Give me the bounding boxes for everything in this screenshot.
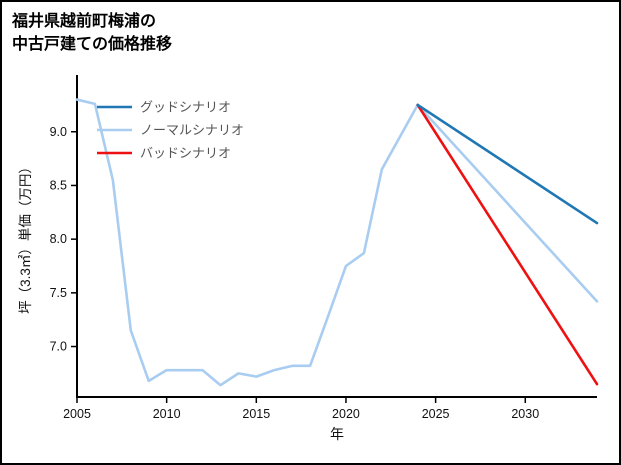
good-scenario-line [416, 103, 599, 225]
bad-scenario-line [416, 103, 599, 386]
chart-title-line1: 福井県越前町梅浦の [12, 13, 157, 30]
legend-label: バッドシナリオ [140, 146, 231, 161]
normal-scenario-line [75, 98, 599, 387]
x-tick-label: 2030 [511, 407, 539, 421]
x-tick-label: 2005 [63, 407, 91, 421]
x-tick-label: 2020 [332, 407, 360, 421]
y-tick-label: 8.0 [50, 232, 67, 246]
x-tick-label: 2010 [153, 407, 181, 421]
x-axis-label: 年 [330, 426, 344, 442]
legend-label: ノーマルシナリオ [140, 123, 244, 138]
y-tick-label: 7.5 [50, 286, 67, 300]
chart-title: 福井県越前町梅浦の 中古戸建ての価格推移 [12, 10, 172, 56]
y-tick-label: 8.5 [50, 178, 67, 192]
chart-title-line2: 中古戸建ての価格推移 [12, 36, 173, 54]
x-tick-label: 2025 [422, 407, 450, 421]
y-axis-label: 坪（3.3㎡）単価（万円） [18, 160, 33, 314]
x-tick-label: 2015 [242, 407, 270, 421]
legend-label: グッドシナリオ [140, 100, 231, 115]
y-tick-label: 9.0 [50, 125, 67, 139]
y-tick-label: 7.0 [50, 340, 67, 354]
